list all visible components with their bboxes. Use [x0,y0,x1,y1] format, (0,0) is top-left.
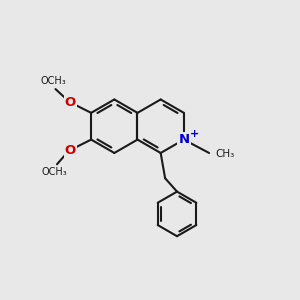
Text: OCH₃: OCH₃ [40,76,66,86]
Text: CH₃: CH₃ [216,148,235,159]
Text: N: N [178,133,189,146]
Text: O: O [65,143,76,157]
Text: +: + [190,129,199,139]
Text: OCH₃: OCH₃ [42,167,68,177]
Text: O: O [65,96,76,109]
